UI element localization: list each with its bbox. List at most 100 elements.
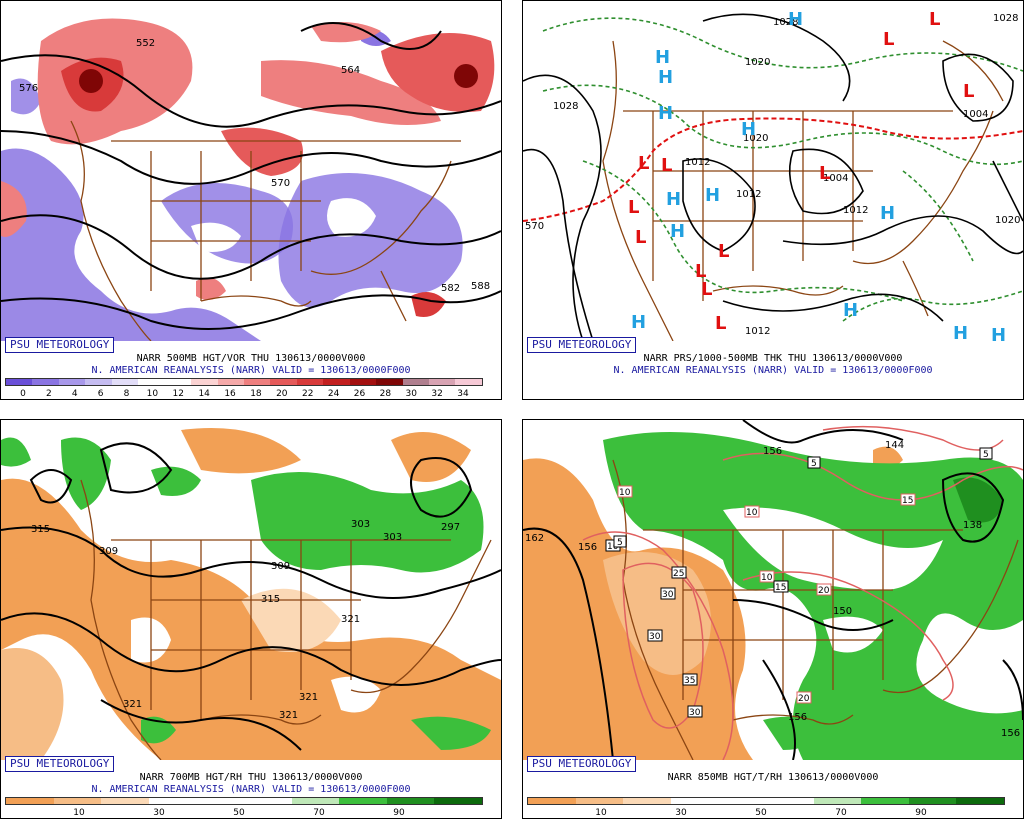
colorbar-swatch (386, 798, 435, 804)
high-pressure-marker: H (705, 185, 720, 206)
temp-label: 30 (689, 708, 701, 718)
panel-500mb-height-vorticity: 576 582 588 564 570 552 PSU METEOROLOGY … (0, 0, 502, 400)
temp-label: 10 (761, 573, 773, 583)
colorbar-label: 28 (379, 389, 392, 399)
colorbar-label: 12 (172, 389, 185, 399)
colorbar-swatch (813, 798, 862, 804)
psu-meteorology-badge: PSU METEOROLOGY (527, 337, 637, 353)
colorbar-label: 6 (97, 389, 104, 399)
colorbar-label: 50 (755, 808, 767, 818)
low-pressure-marker: L (929, 9, 940, 30)
high-pressure-marker: H (670, 221, 685, 242)
colorbar-label: 70 (313, 808, 325, 818)
contour-label: 588 (471, 281, 490, 292)
colorbar-swatch (861, 798, 909, 804)
contour-label: 1028 (993, 13, 1018, 24)
temp-label: 30 (662, 590, 674, 600)
colorbar-swatch (138, 379, 165, 385)
colorbar-swatch (765, 798, 814, 804)
panel-title: NARR 850MB HGT/T/RH 130613/0000V000 (667, 772, 879, 783)
map-850mb: 156 144 162 156 150 156 138 156 5 5 10 1… (523, 420, 1023, 760)
colorbar-relative-humidity (5, 797, 483, 805)
high-pressure-marker: H (658, 67, 673, 88)
contour-label: 150 (833, 606, 852, 617)
colorbar-swatch (85, 379, 112, 385)
colorbar-swatch (956, 798, 1004, 804)
contour-label: 321 (341, 614, 360, 625)
contour-label: 582 (441, 283, 460, 294)
temp-label: 15 (902, 496, 913, 506)
colorbar-swatch (402, 379, 429, 385)
colorbar-label: 20 (276, 389, 288, 399)
colorbar-swatch (908, 798, 957, 804)
panel-subtitle: N. AMERICAN REANALYSIS (NARR) VALID = 13… (91, 784, 411, 795)
contour-label: 315 (31, 524, 50, 535)
colorbar-swatch (196, 798, 244, 804)
colorbar-swatch (58, 379, 86, 385)
colorbar-label: 16 (224, 389, 236, 399)
contour-label: 303 (351, 519, 370, 530)
contour-label: 309 (271, 561, 290, 572)
temp-label: 5 (617, 538, 623, 548)
colorbar-relative-humidity (527, 797, 1005, 805)
temp-label: 5 (983, 450, 989, 460)
colorbar-label: 10 (595, 808, 607, 818)
colorbar-label: 32 (431, 389, 443, 399)
contour-labels-pressure: 1028 1028 1020 1012 1012 1004 1004 1012 … (525, 13, 1020, 337)
contour-label: 570 (525, 221, 544, 232)
contour-label: 303 (383, 532, 402, 543)
temp-label: 10 (746, 508, 758, 518)
colorbar-label: 26 (353, 389, 366, 399)
temp-label: 10 (619, 488, 631, 498)
psu-meteorology-badge: PSU METEOROLOGY (5, 756, 115, 772)
colorbar-swatch (32, 379, 59, 385)
contour-label: 156 (578, 542, 597, 553)
pressure-centers: H H H H H H H H H H H H H L L L L L L L … (628, 9, 1006, 341)
high-pressure-marker: H (631, 312, 646, 333)
low-pressure-marker: L (638, 153, 649, 174)
panel-sea-level-pressure-thickness: 1028 1028 1020 1012 1012 1004 1004 1012 … (522, 0, 1024, 400)
colorbar-swatch (164, 379, 192, 385)
panel-subtitle: N. AMERICAN REANALYSIS (NARR) VALID = 13… (91, 365, 411, 376)
temp-label: 35 (684, 676, 695, 686)
temp-label: 5 (811, 459, 817, 469)
contour-labels-850mb: 156 144 162 156 150 156 138 156 (525, 440, 1020, 739)
colorbar-swatch (323, 379, 350, 385)
contour-labels-700mb: 315 309 321 309 303 297 315 321 321 321 … (31, 519, 460, 721)
high-pressure-marker: H (880, 203, 895, 224)
contour-label: 564 (341, 65, 360, 76)
contour-label: 1020 (745, 57, 770, 68)
colorbar-swatch (243, 798, 292, 804)
colorbar-label: 4 (71, 389, 78, 399)
high-pressure-marker: H (953, 323, 968, 341)
contour-label: 1028 (773, 17, 798, 28)
contour-label: 156 (763, 446, 782, 457)
colorbar-label: 30 (153, 808, 165, 818)
map-700mb: 315 309 321 309 303 297 315 321 321 321 … (1, 420, 501, 760)
colorbar-label: 14 (198, 389, 210, 399)
map-sea-level-pressure: 1028 1028 1020 1012 1012 1004 1004 1012 … (523, 1, 1023, 341)
contour-label: 162 (525, 533, 544, 544)
low-pressure-marker: L (661, 155, 672, 176)
low-pressure-marker: L (883, 29, 894, 50)
high-pressure-marker: H (658, 103, 673, 124)
colorbar-label: 50 (233, 808, 245, 818)
colorbar-swatch (339, 798, 387, 804)
colorbar-label: 10 (73, 808, 85, 818)
contour-label: 552 (136, 38, 155, 49)
colorbar-swatch (53, 798, 102, 804)
colorbar-swatch (455, 379, 482, 385)
map-500mb: 576 582 588 564 570 552 (1, 1, 501, 341)
colorbar-label: 30 (405, 389, 417, 399)
contour-label: 297 (441, 522, 460, 533)
colorbar-labels: 0 2 4 6 8 10 12 14 16 18 20 22 24 26 28 30 32 34 (1, 389, 501, 399)
colorbar-label: 24 (327, 389, 340, 399)
colorbar-label: 70 (835, 808, 847, 818)
colorbar-label: 34 (457, 389, 469, 399)
low-pressure-marker: L (701, 279, 712, 300)
colorbar-labels: 10 30 50 70 90 (1, 808, 501, 818)
panel-title: NARR PRS/1000-500MB THK THU 130613/0000V… (643, 353, 903, 364)
panel-subtitle: N. AMERICAN REANALYSIS (NARR) VALID = 13… (613, 365, 933, 376)
colorbar-vorticity (5, 378, 483, 386)
contour-label: 156 (1001, 728, 1020, 739)
